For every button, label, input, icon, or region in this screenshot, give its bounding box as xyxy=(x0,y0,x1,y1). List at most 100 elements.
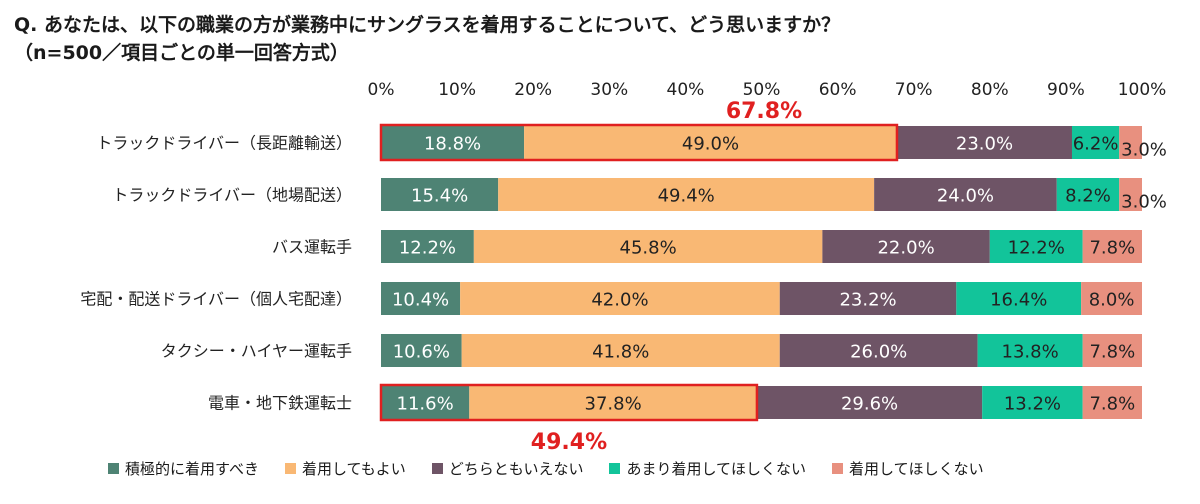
category-label: バス運転手 xyxy=(272,238,352,257)
x-tick-label: 10% xyxy=(438,80,476,100)
data-label: 24.0% xyxy=(937,186,994,207)
x-tick-label: 70% xyxy=(895,80,933,100)
data-label: 3.0% xyxy=(1121,140,1167,161)
data-label: 10.6% xyxy=(393,342,450,363)
bar-segment xyxy=(1082,230,1142,263)
data-label: 13.2% xyxy=(1004,394,1061,415)
category-label: トラックドライバー（長距離輸送） xyxy=(96,134,352,153)
data-label: 23.0% xyxy=(956,134,1013,155)
data-label: 42.0% xyxy=(591,290,648,311)
data-label: 18.8% xyxy=(424,134,481,155)
legend-item: 着用してほしくない xyxy=(832,458,984,479)
data-label: 23.2% xyxy=(839,290,896,311)
x-tick-label: 40% xyxy=(667,80,705,100)
bar-segment xyxy=(381,386,470,419)
bar-segment xyxy=(1071,126,1120,159)
x-tick-label: 80% xyxy=(971,80,1009,100)
legend-swatch xyxy=(832,463,844,474)
legend-item: どちらともいえない xyxy=(431,458,584,479)
bar-segment xyxy=(977,334,1083,367)
data-label: 26.0% xyxy=(850,342,907,363)
chart-subtitle: （n=500／項目ごとの単一回答方式） xyxy=(14,42,349,64)
legend-label: あまり着用してほしくない xyxy=(626,460,807,478)
data-label: 41.8% xyxy=(592,342,649,363)
legend-label: 積極的に着用すべき xyxy=(125,460,259,478)
bar-segment xyxy=(1082,334,1142,367)
bar-segment xyxy=(1082,386,1142,419)
data-label: 13.8% xyxy=(1002,342,1059,363)
legend: 積極的に着用すべき 着用してもよい どちらともいえない あまり着用してほしくない 着用し… xyxy=(108,458,984,479)
data-label: 49.0% xyxy=(682,134,739,155)
legend-swatch xyxy=(609,463,621,474)
highlight-total-label: 67.8% xyxy=(726,99,802,124)
bar-segment xyxy=(1119,178,1142,211)
legend-swatch xyxy=(108,463,119,474)
chart-title: Q. あなたは、以下の職業の方が業務中にサングラスを着用することについて、どう思… xyxy=(14,14,841,36)
bar-segment xyxy=(524,126,897,159)
bar-segment xyxy=(473,230,823,263)
highlight-box xyxy=(379,123,899,162)
data-label: 29.6% xyxy=(841,394,898,415)
x-tick-label: 100% xyxy=(1118,80,1167,100)
bar-segment xyxy=(469,386,757,419)
bar-segment xyxy=(896,126,1072,159)
legend-swatch xyxy=(284,463,296,474)
bar-segment xyxy=(381,126,525,159)
legend-label: どちらともいえない xyxy=(448,460,584,478)
data-label: 3.0% xyxy=(1121,192,1167,213)
x-tick-label: 50% xyxy=(743,80,781,100)
bar-segment xyxy=(956,282,1082,315)
legend-item: 着用してもよい xyxy=(284,458,406,479)
data-label: 12.2% xyxy=(1008,238,1065,259)
legend-label: 着用してもよい xyxy=(301,460,406,478)
highlight-total-label: 49.4% xyxy=(531,430,607,455)
bar-segment xyxy=(498,178,875,211)
data-label: 45.8% xyxy=(620,238,677,259)
data-label: 11.6% xyxy=(397,394,454,415)
x-tick-label: 20% xyxy=(514,80,552,100)
legend-swatch xyxy=(431,463,443,474)
category-label: 電車・地下鉄運転士 xyxy=(208,394,352,413)
bar-segment xyxy=(779,282,957,315)
bar-segment xyxy=(381,230,474,263)
bar-segment xyxy=(822,230,990,263)
data-label: 7.8% xyxy=(1089,238,1135,259)
data-label: 10.4% xyxy=(392,290,449,311)
bar-segment xyxy=(1056,178,1120,211)
category-label: タクシー・ハイヤー運転手 xyxy=(161,342,352,361)
legend-label: 着用してほしくない xyxy=(849,460,984,478)
data-label: 15.4% xyxy=(411,186,468,207)
x-tick-label: 30% xyxy=(590,80,628,100)
data-label: 22.0% xyxy=(877,238,934,259)
bar-segment xyxy=(779,334,978,367)
bar-segment xyxy=(756,386,983,419)
data-label: 8.0% xyxy=(1089,290,1135,311)
data-label: 49.4% xyxy=(658,186,715,207)
data-label: 16.4% xyxy=(990,290,1047,311)
data-label: 6.2% xyxy=(1073,134,1119,155)
bar-segment xyxy=(1119,126,1142,159)
data-label: 8.2% xyxy=(1065,186,1111,207)
data-label: 12.2% xyxy=(399,238,456,259)
bar-segment xyxy=(381,178,499,211)
bar-segment xyxy=(982,386,1083,419)
bar-segment xyxy=(381,334,462,367)
bar-segment xyxy=(381,282,461,315)
x-tick-label: 0% xyxy=(368,80,395,100)
bar-segment xyxy=(460,282,780,315)
data-label: 37.8% xyxy=(585,394,642,415)
legend-item: 積極的に着用すべき xyxy=(108,458,259,479)
category-label: トラックドライバー（地場配送） xyxy=(112,186,352,205)
bar-segment xyxy=(874,178,1057,211)
bar-segment xyxy=(989,230,1083,263)
highlight-box xyxy=(379,383,759,422)
data-label: 7.8% xyxy=(1089,394,1135,415)
x-tick-label: 60% xyxy=(819,80,857,100)
category-label: 宅配・配送ドライバー（個人宅配達） xyxy=(80,290,352,309)
bar-segment xyxy=(461,334,780,367)
bar-segment xyxy=(1081,282,1142,315)
x-tick-label: 90% xyxy=(1047,80,1085,100)
data-label: 7.8% xyxy=(1089,342,1135,363)
legend-item: あまり着用してほしくない xyxy=(609,458,806,479)
